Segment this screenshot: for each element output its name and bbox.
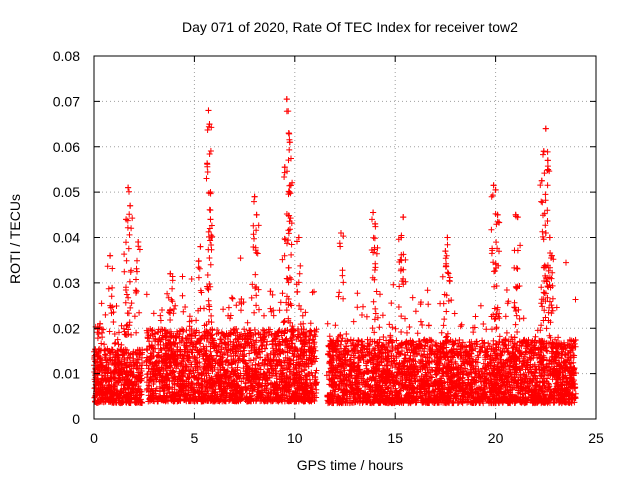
data-point-peak-18 xyxy=(281,164,288,171)
data-point-peak-3 xyxy=(125,184,132,191)
y-tick-label: 0.01 xyxy=(53,366,80,382)
data-points xyxy=(91,96,579,407)
data-point-peak-14 xyxy=(283,96,290,103)
data-point-peak-29 xyxy=(494,211,501,218)
data-point-peak-38 xyxy=(548,252,555,259)
data-point-peak-10 xyxy=(207,189,214,196)
data-point-peak-19 xyxy=(295,234,302,241)
y-axis: 0 0.01 0.02 0.03 0.04 0.05 0.06 0.07 0.08 xyxy=(53,48,596,427)
data-point-peak-2 xyxy=(123,216,130,223)
data-point-peak-0 xyxy=(97,320,104,327)
chart-title: Day 071 of 2020, Rate Of TEC Index for r… xyxy=(182,19,518,35)
y-axis-label: ROTI / TECUs xyxy=(7,194,23,284)
data-point-peak-16 xyxy=(286,139,293,146)
data-point-peak-28 xyxy=(492,186,499,193)
data-point-peak-15 xyxy=(285,130,292,137)
data-point-peak-8 xyxy=(205,107,212,114)
data-point-peak-12 xyxy=(251,193,258,200)
y-tick-label: 0.02 xyxy=(53,320,80,336)
data-point-peak-34 xyxy=(544,157,551,164)
data-point-markers xyxy=(91,96,579,407)
x-axis: 0 5 10 15 20 25 xyxy=(90,56,604,446)
x-tick-label: 20 xyxy=(488,430,504,446)
y-tick-label: 0.08 xyxy=(53,48,80,64)
x-axis-label: GPS time / hours xyxy=(297,457,404,473)
data-point-peak-6 xyxy=(167,270,174,277)
y-tick-label: 0.03 xyxy=(53,275,80,291)
x-tick-label: 5 xyxy=(191,430,199,446)
data-point-peak-25 xyxy=(444,234,451,241)
data-point-peak-20 xyxy=(337,229,344,236)
data-point-peak-9 xyxy=(206,121,213,128)
data-point-peak-5 xyxy=(135,239,142,246)
data-point-peak-33 xyxy=(540,148,547,155)
data-point-peak-36 xyxy=(542,229,549,236)
data-point-peak-23 xyxy=(400,214,407,221)
data-point-peak-32 xyxy=(542,125,549,132)
x-tick-label: 10 xyxy=(287,430,303,446)
data-point-peak-27 xyxy=(490,182,497,189)
data-point-peak-1 xyxy=(107,252,114,259)
data-point-peak-13 xyxy=(253,211,260,218)
x-tick-label: 15 xyxy=(387,430,403,446)
y-tick-label: 0.05 xyxy=(53,184,80,200)
data-point-peak-24 xyxy=(398,234,405,241)
y-tick-label: 0.06 xyxy=(53,139,80,155)
y-tick-label: 0.07 xyxy=(53,93,80,109)
data-point-peak-17 xyxy=(287,182,294,189)
data-point-peak-4 xyxy=(127,202,134,209)
data-point-peak-21 xyxy=(370,209,377,216)
data-point-peak-35 xyxy=(538,177,545,184)
data-point-peak-11 xyxy=(207,216,214,223)
y-tick-label: 0 xyxy=(72,411,80,427)
x-tick-label: 25 xyxy=(588,430,604,446)
data-point-peak-31 xyxy=(514,214,521,221)
data-point-peak-26 xyxy=(442,248,449,255)
data-point-peak-7 xyxy=(197,243,204,250)
y-tick-label: 0.04 xyxy=(53,230,80,246)
x-tick-label: 0 xyxy=(90,430,98,446)
grid-lines xyxy=(94,56,596,419)
data-point-peak-37 xyxy=(546,234,553,241)
data-point-peak-22 xyxy=(372,220,379,227)
